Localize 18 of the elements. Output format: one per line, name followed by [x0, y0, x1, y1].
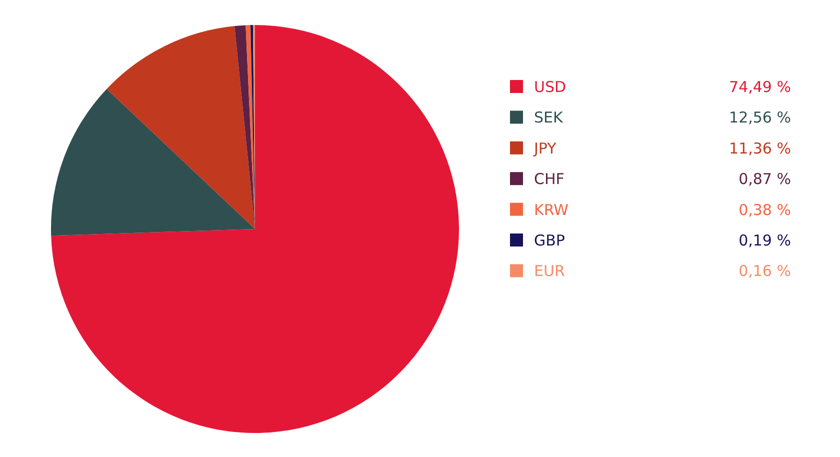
data-label: 11,36 % [729, 139, 791, 158]
legend-label: KRW [534, 200, 569, 219]
legend-label: SEK [534, 108, 564, 127]
data-label: 0,19 % [738, 232, 791, 250]
pie-slice [106, 26, 255, 229]
pie-slice [234, 25, 255, 229]
pie-slice [51, 88, 255, 236]
pie-slice [51, 25, 459, 433]
legend-label: EUR [534, 262, 565, 280]
legend-label: JPY [533, 139, 558, 158]
data-label: 0,38 % [738, 200, 791, 219]
legend-label: USD [534, 78, 566, 96]
data-label: 0,87 % [738, 170, 791, 188]
data-label: 0,16 % [738, 262, 791, 280]
data-label: 74,49 % [729, 78, 791, 96]
legend-label: GBP [534, 232, 565, 250]
legend-label: CHF [534, 170, 564, 188]
data-label: 12,56 % [729, 108, 791, 127]
